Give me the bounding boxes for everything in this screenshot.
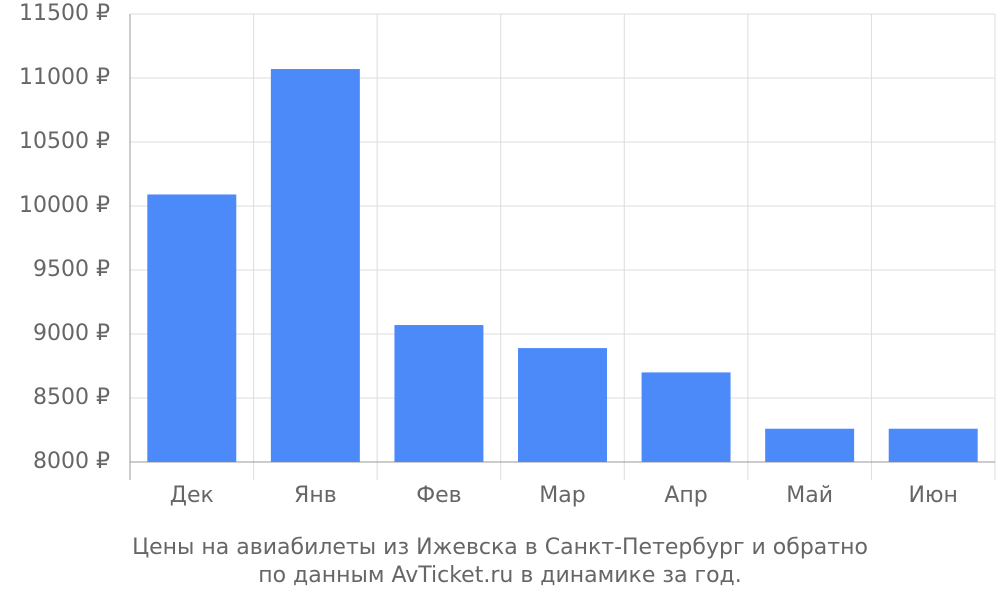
x-tick-label: Апр bbox=[664, 483, 707, 508]
x-tick-label: Май bbox=[786, 483, 833, 508]
x-tick-label: Дек bbox=[170, 483, 214, 508]
bar bbox=[394, 325, 484, 462]
y-tick-label: 10000 ₽ bbox=[19, 193, 110, 218]
y-tick-label: 10500 ₽ bbox=[19, 129, 110, 154]
x-tick-label: Фев bbox=[416, 483, 461, 508]
bar bbox=[641, 372, 731, 462]
bar bbox=[765, 428, 855, 462]
x-tick-label: Янв bbox=[294, 483, 337, 508]
y-tick-label: 11000 ₽ bbox=[19, 65, 110, 90]
x-tick-label: Июн bbox=[909, 483, 958, 508]
y-tick-label: 8500 ₽ bbox=[33, 385, 110, 410]
bar bbox=[270, 69, 360, 462]
chart-title: по данным AvTicket.ru в динамике за год. bbox=[258, 563, 742, 588]
y-tick-label: 8000 ₽ bbox=[33, 449, 110, 474]
y-tick-label: 11500 ₽ bbox=[19, 1, 110, 26]
bar bbox=[518, 348, 607, 462]
chart-title: Цены на авиабилеты из Ижевска в Санкт-Пе… bbox=[132, 535, 868, 560]
y-tick-label: 9500 ₽ bbox=[33, 257, 110, 282]
bar bbox=[888, 428, 978, 462]
x-tick-label: Мар bbox=[539, 483, 585, 508]
bar bbox=[147, 194, 237, 463]
y-tick-label: 9000 ₽ bbox=[33, 321, 110, 346]
